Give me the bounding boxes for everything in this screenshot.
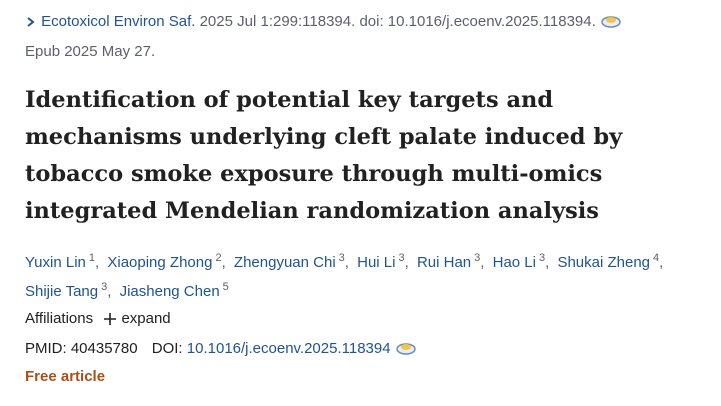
free-article: Free article	[25, 368, 106, 385]
author: Hui Li 3	[357, 252, 413, 271]
author-name[interactable]: Shijie Tang	[25, 283, 99, 300]
affiliation-number[interactable]: 5	[222, 281, 229, 293]
author: Jiasheng Chen 5	[119, 281, 229, 300]
citation-details: 2025 Jul 1:299:118394. doi: 10.1016/j.ec…	[199, 13, 596, 30]
affiliations: Affiliations expand	[25, 310, 171, 327]
pmid-label: PMID:	[25, 340, 67, 357]
author-name[interactable]: Yuxin Lin	[25, 254, 86, 271]
journal-link[interactable]: Ecotoxicol Environ Saf.	[41, 13, 196, 30]
oa-icon[interactable]	[600, 14, 622, 30]
expand-toggle[interactable]: expand	[121, 310, 171, 327]
author: Shijie Tang 3	[25, 281, 115, 300]
author: Rui Han 3	[416, 252, 489, 271]
oa-icon[interactable]	[395, 341, 417, 357]
plus-icon[interactable]	[103, 312, 117, 326]
author-name[interactable]: Zhengyuan Chi	[233, 254, 336, 271]
author: Zhengyuan Chi 3	[233, 252, 353, 271]
author: Hao Li 3	[492, 252, 554, 271]
affiliation-number[interactable]: 3	[398, 252, 405, 264]
identifiers: PMID: 40435780 DOI: 10.1016/j.ecoenv.202…	[25, 340, 417, 357]
citation: Ecotoxicol Environ Saf. 2025 Jul 1:299:1…	[25, 13, 622, 30]
affiliation-number[interactable]: 1	[88, 252, 96, 264]
author-name[interactable]: Shukai Zheng	[557, 254, 651, 271]
epub-date: Epub 2025 May 27.	[25, 43, 156, 60]
author: Xiaoping Zhong 2	[107, 252, 229, 271]
doi-link[interactable]: 10.1016/j.ecoenv.2025.118394	[186, 340, 391, 357]
author-name[interactable]: Rui Han	[416, 254, 472, 271]
affiliation-number[interactable]: 3	[101, 281, 108, 293]
doi-label: DOI:	[151, 340, 183, 357]
article-title: Identification of potential key targets …	[25, 87, 623, 224]
author-name[interactable]: Xiaoping Zhong	[107, 254, 213, 271]
chevron-icon	[27, 17, 35, 27]
affiliation-number[interactable]: 2	[215, 252, 222, 264]
author-name[interactable]: Hao Li	[492, 254, 536, 271]
affiliation-number[interactable]: 4	[653, 252, 660, 264]
affiliations-label: Affiliations	[25, 310, 94, 327]
pmid: 40435780	[70, 340, 138, 357]
author-name[interactable]: Jiasheng Chen	[119, 283, 220, 300]
author: Shukai Zheng 4	[557, 252, 667, 271]
affiliation-number[interactable]: 3	[474, 252, 481, 264]
affiliation-number[interactable]: 3	[538, 252, 546, 264]
author: Yuxin Lin 1	[25, 252, 103, 271]
affiliation-number[interactable]: 3	[338, 252, 345, 264]
author-name[interactable]: Hui Li	[357, 254, 396, 271]
